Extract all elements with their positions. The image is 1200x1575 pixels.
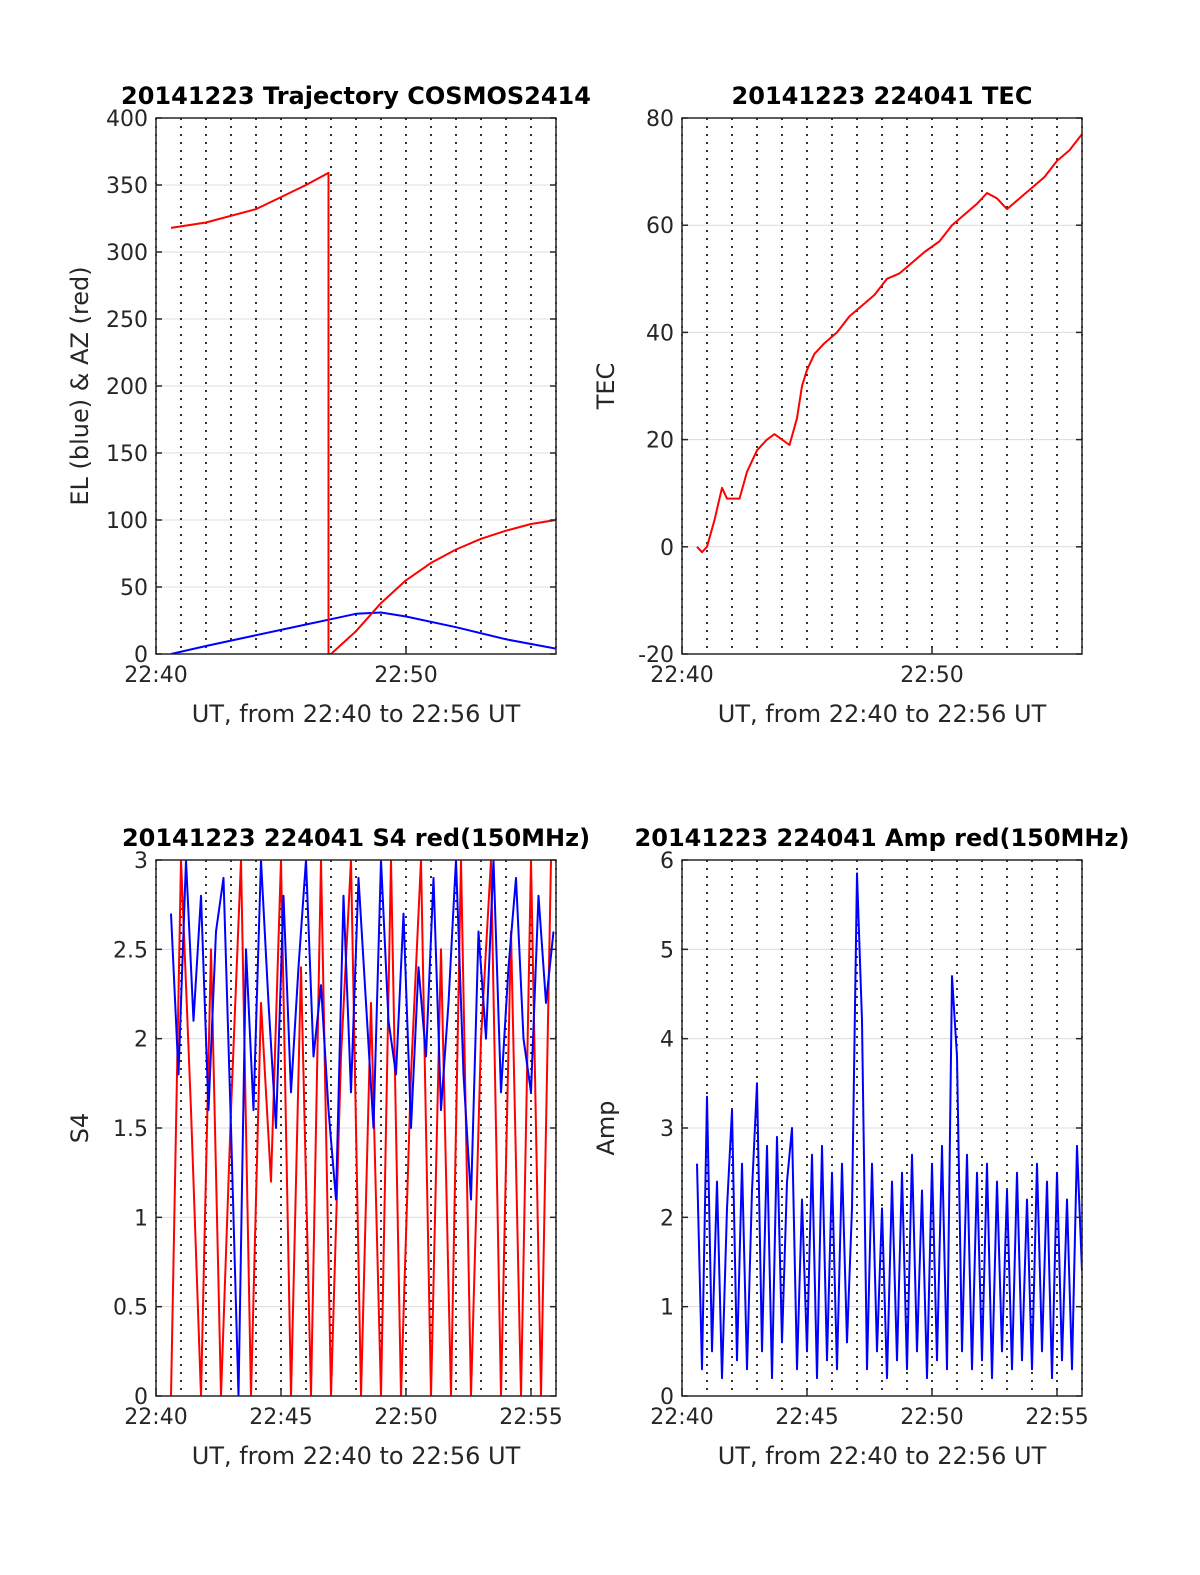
x-axis-label: UT, from 22:40 to 22:56 UT [192,700,521,728]
x-axis-label: UT, from 22:40 to 22:56 UT [718,700,1047,728]
y-tick-label: 0 [134,643,148,668]
y-tick-label: 350 [106,174,148,199]
y-tick-label: -20 [638,643,674,668]
y-axis-label: TEC [592,363,620,411]
y-tick-label: 1 [134,1206,148,1231]
y-tick-label: 3 [134,849,148,874]
x-tick-label: 22:40 [650,1405,713,1430]
y-tick-label: 50 [120,576,148,601]
chart-title: 20141223 224041 TEC [732,82,1033,110]
y-tick-label: 60 [646,214,674,239]
series-line-1 [170,860,552,1396]
x-tick-label: 22:50 [374,663,437,688]
y-tick-label: 0.5 [113,1296,148,1321]
series-line-1 [696,133,1082,554]
y-tick-label: 0 [660,1385,674,1410]
y-tick-label: 400 [106,107,148,132]
y-tick-label: 1 [660,1296,674,1321]
series-line-2 [170,860,555,1396]
y-tick-label: 2 [660,1206,674,1231]
y-tick-label: 100 [106,509,148,534]
y-tick-label: 6 [660,849,674,874]
x-tick-label: 22:45 [249,1405,312,1430]
y-tick-label: 4 [660,1028,674,1053]
series-line-2 [170,171,556,654]
y-tick-label: 250 [106,308,148,333]
y-tick-label: 200 [106,375,148,400]
x-axis-label: UT, from 22:40 to 22:56 UT [718,1442,1047,1470]
y-tick-label: 1.5 [113,1117,148,1142]
series-line-1 [696,872,1082,1380]
y-axis-label: EL (blue) & AZ (red) [66,266,94,505]
axes-box [681,117,1083,655]
x-tick-label: 22:45 [775,1405,838,1430]
x-tick-label: 22:50 [900,663,963,688]
subplot-1: 0 50 100 150 200 250 300 350 400 22:40 22:50 201412… [66,82,591,728]
y-tick-label: 40 [646,321,674,346]
subplot-3: 0 0.5 1 1.5 2 2.5 3 22:40 22:45 22:50 22:55 2014122… [66,824,590,1470]
y-tick-label: 3 [660,1117,674,1142]
x-tick-label: 22:55 [499,1405,562,1430]
y-tick-label: 0 [660,536,674,561]
y-tick-label: 80 [646,107,674,132]
y-axis-label: S4 [66,1113,94,1144]
x-tick-label: 22:40 [124,1405,187,1430]
series-line-1 [170,611,556,654]
x-tick-label: 22:50 [374,1405,437,1430]
subplot-2: -20 0 20 40 60 80 22:40 22:50 20141223 224041 TE… [592,82,1083,728]
y-tick-label: 2.5 [113,938,148,963]
y-tick-label: 300 [106,241,148,266]
y-tick-label: 0 [134,1385,148,1410]
chart-title: 20141223 224041 Amp red(150MHz) [635,824,1130,852]
chart-title: 20141223 224041 S4 red(150MHz) [122,824,590,852]
x-axis-label: UT, from 22:40 to 22:56 UT [192,1442,521,1470]
x-tick-label: 22:40 [650,663,713,688]
y-tick-label: 150 [106,442,148,467]
y-tick-label: 2 [134,1028,148,1053]
x-tick-label: 22:40 [124,663,187,688]
x-tick-label: 22:50 [900,1405,963,1430]
subplot-4: 0 1 2 3 4 5 6 22:40 22:45 22:50 22:55 20141223 2240… [592,824,1129,1470]
y-tick-label: 20 [646,429,674,454]
chart-title: 20141223 Trajectory COSMOS2414 [121,82,591,110]
y-axis-label: Amp [592,1100,620,1155]
x-tick-label: 22:55 [1025,1405,1088,1430]
y-tick-label: 5 [660,938,674,963]
